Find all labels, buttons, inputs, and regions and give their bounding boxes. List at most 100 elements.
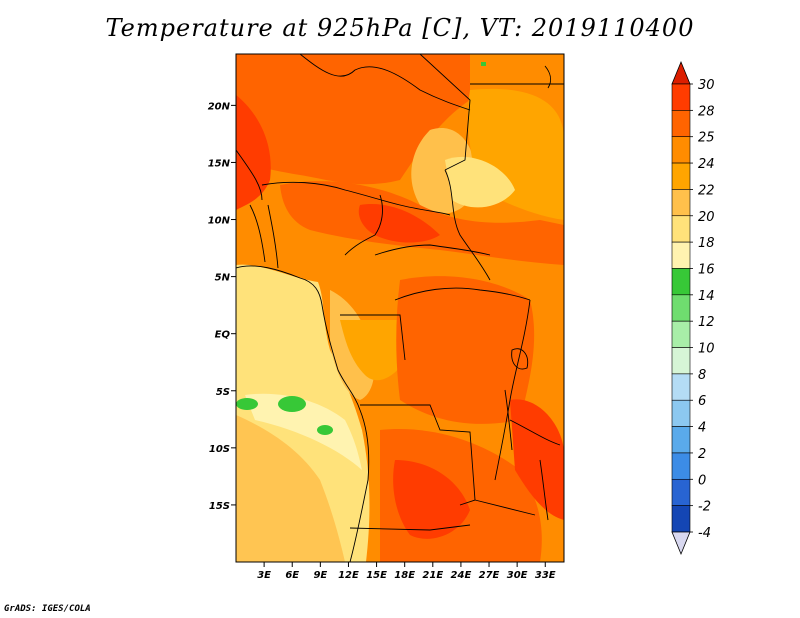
lon-tick-label: 6E bbox=[285, 570, 299, 581]
colorbar-segment bbox=[671, 373, 691, 401]
red-sea-coast bbox=[544, 65, 552, 89]
colorbar-label: 14 bbox=[698, 289, 715, 304]
border-mali-burkina bbox=[236, 149, 263, 201]
temperature-field bbox=[236, 54, 564, 562]
lat-tick-label: 15N bbox=[208, 158, 231, 169]
colorbar-segment bbox=[671, 110, 691, 138]
colorbar-segment bbox=[671, 215, 691, 243]
sahara-west-very-hot bbox=[236, 95, 271, 210]
border-cameroon-car bbox=[374, 244, 491, 256]
colorbar-top-arrow bbox=[671, 60, 691, 85]
border-car-drc bbox=[394, 287, 531, 301]
border-libya-chad bbox=[419, 54, 471, 171]
green-pocket-3 bbox=[317, 425, 333, 435]
lat-tick-label: EQ bbox=[215, 330, 231, 341]
country-borders bbox=[236, 54, 564, 562]
lon-tick-label: 33E bbox=[535, 570, 556, 581]
colorbar-label: 12 bbox=[698, 315, 715, 330]
colorbar-segment bbox=[671, 162, 691, 190]
colorbar-label: -4 bbox=[698, 526, 711, 541]
colorbar-segment bbox=[671, 399, 691, 427]
border-drc-angola bbox=[360, 404, 476, 506]
map-title: Temperature at 925hPa [C], VT: 201911040… bbox=[105, 14, 695, 42]
colorbar-segment bbox=[671, 268, 691, 296]
lon-tick-label: 9E bbox=[313, 570, 327, 581]
colorbar-segment bbox=[671, 241, 691, 269]
colorbar-segment bbox=[671, 136, 691, 164]
lake-tanganyika bbox=[504, 389, 513, 451]
credit-label: GrADS: IGES/COLA bbox=[4, 604, 91, 614]
colorbar-label: 8 bbox=[698, 368, 706, 383]
border-zambia bbox=[474, 499, 536, 516]
border-ghana-togo bbox=[249, 204, 266, 263]
sudan-pale-patch bbox=[445, 156, 515, 208]
lat-tick-label: 5N bbox=[215, 273, 231, 284]
green-pocket-4 bbox=[481, 62, 486, 66]
border-angola-namibia bbox=[349, 524, 471, 531]
map-frame bbox=[235, 53, 565, 563]
lon-tick-label: 18E bbox=[394, 570, 415, 581]
sahara-north-hot bbox=[236, 54, 470, 185]
colorbar-segment bbox=[671, 452, 691, 480]
lat-tick-label: 15S bbox=[209, 501, 230, 512]
colorbar-label: 6 bbox=[698, 394, 706, 409]
coastline-west bbox=[236, 265, 370, 562]
latitude-axis: 20N 15N 10N 5N EQ 5S 10S 15S bbox=[208, 101, 236, 512]
nigeria-very-hot bbox=[358, 204, 440, 243]
colorbar-label: 25 bbox=[698, 131, 715, 146]
lon-tick-label: 30E bbox=[507, 570, 528, 581]
colorbar-bottom-arrow bbox=[671, 531, 691, 556]
gabon-warm bbox=[340, 320, 402, 381]
colorbar-segment bbox=[671, 83, 691, 111]
lon-tick-label: 27E bbox=[479, 570, 500, 581]
colorbar-label: 24 bbox=[698, 157, 715, 172]
lon-tick-label: 15E bbox=[366, 570, 387, 581]
colorbar-segment bbox=[671, 426, 691, 454]
colorbar-label: 4 bbox=[698, 421, 706, 436]
border-benin bbox=[267, 204, 279, 269]
ocean-southern-warm bbox=[236, 415, 345, 562]
colorbar-label: 10 bbox=[698, 342, 715, 357]
colorbar-label: 18 bbox=[698, 236, 715, 251]
colorbar-label: 2 bbox=[698, 447, 706, 462]
border-nigeria-cameroon bbox=[344, 194, 383, 256]
colorbar-label: 22 bbox=[698, 183, 715, 198]
lat-tick-label: 10S bbox=[209, 444, 230, 455]
colorbar-segment bbox=[671, 478, 691, 506]
border-drc-east bbox=[494, 299, 531, 481]
green-pocket-1 bbox=[236, 398, 258, 410]
colorbar-segment bbox=[671, 505, 691, 533]
border-niger-nigeria bbox=[261, 181, 451, 216]
colorbar-label: 0 bbox=[698, 473, 706, 488]
colorbar-label: -2 bbox=[698, 500, 711, 515]
lat-tick-label: 5S bbox=[216, 387, 230, 398]
colorbar-segment bbox=[671, 294, 691, 322]
colorbar-label: 20 bbox=[698, 210, 715, 225]
green-pocket-2 bbox=[278, 396, 306, 412]
colorbar-label: 30 bbox=[698, 78, 715, 93]
lon-tick-label: 21E bbox=[422, 570, 443, 581]
border-tanzania bbox=[509, 419, 561, 446]
colorbar-label: 16 bbox=[698, 262, 715, 277]
border-algeria-niger bbox=[299, 54, 471, 111]
lat-tick-label: 20N bbox=[208, 101, 231, 112]
longitude-axis: 3E 6E 9E 12E 15E 18E 21E 24E 27E 30E 33E bbox=[257, 562, 556, 581]
colorbar-segment bbox=[671, 347, 691, 375]
lon-tick-label: 24E bbox=[451, 570, 472, 581]
lon-tick-label: 3E bbox=[257, 570, 271, 581]
border-chad-sudan bbox=[444, 169, 491, 281]
tanzania-hot bbox=[510, 399, 564, 520]
colorbar-segment bbox=[671, 189, 691, 217]
lake-victoria bbox=[511, 348, 529, 370]
colorbar-segment bbox=[671, 320, 691, 348]
lon-tick-label: 12E bbox=[338, 570, 359, 581]
drc-hot bbox=[396, 276, 535, 424]
lake-malawi bbox=[539, 459, 549, 521]
ocean-cool-band bbox=[245, 393, 362, 470]
colorbar-label: 28 bbox=[698, 104, 715, 119]
border-gabon-congo bbox=[340, 314, 406, 361]
angola-very-hot bbox=[393, 460, 470, 539]
lat-tick-label: 10N bbox=[208, 216, 231, 227]
